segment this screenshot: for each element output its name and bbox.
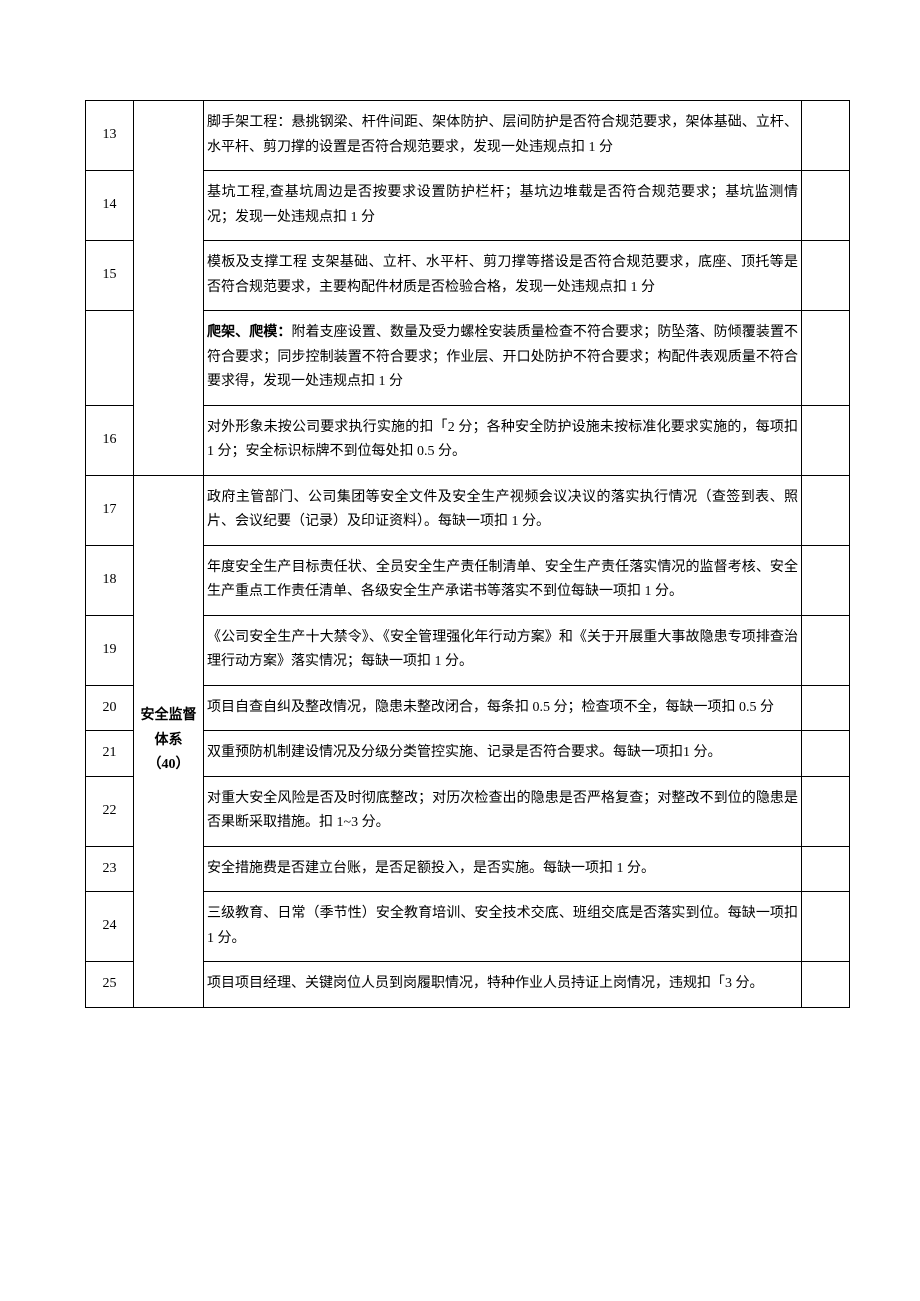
empty-cell bbox=[802, 685, 850, 731]
row-number: 19 bbox=[86, 615, 134, 685]
description-cell: 模板及支撑工程 支架基础、立杆、水平杆、剪刀撑等搭设是否符合规范要求，底座、顶托… bbox=[204, 241, 802, 311]
description-cell: 脚手架工程：悬挑钢梁、杆件间距、架体防护、层间防护是否符合规范要求，架体基础、立… bbox=[204, 101, 802, 171]
empty-cell bbox=[802, 615, 850, 685]
description-cell: 爬架、爬模：附着支座设置、数量及受力螺栓安装质量检查不符合要求；防坠落、防倾覆装… bbox=[204, 311, 802, 406]
empty-cell bbox=[802, 776, 850, 846]
description-cell: 年度安全生产目标责任状、全员安全生产责任制清单、安全生产责任落实情况的监督考核、… bbox=[204, 545, 802, 615]
description-cell: 对重大安全风险是否及时彻底整改；对历次检查出的隐患是否严格复查；对整改不到位的隐… bbox=[204, 776, 802, 846]
empty-cell bbox=[802, 892, 850, 962]
description-cell: 对外形象未按公司要求执行实施的扣「2 分；各种安全防护设施未按标准化要求实施的，… bbox=[204, 405, 802, 475]
row-number: 21 bbox=[86, 731, 134, 777]
description-cell: 《公司安全生产十大禁令》、《安全管理强化年行动方案》和《关于开展重大事故隐患专项… bbox=[204, 615, 802, 685]
row-number: 16 bbox=[86, 405, 134, 475]
empty-cell bbox=[802, 405, 850, 475]
row-number: 15 bbox=[86, 241, 134, 311]
empty-cell bbox=[802, 475, 850, 545]
row-number: 24 bbox=[86, 892, 134, 962]
row-number: 17 bbox=[86, 475, 134, 545]
empty-cell bbox=[802, 101, 850, 171]
category-cell bbox=[134, 101, 204, 476]
empty-cell bbox=[802, 962, 850, 1008]
desc-text: 附着支座设置、数量及受力螺栓安装质量检查不符合要求；防坠落、防倾覆装置不符合要求… bbox=[207, 325, 798, 389]
empty-cell bbox=[802, 731, 850, 777]
description-cell: 三级教育、日常（季节性）安全教育培训、安全技术交底、班组交底是否落实到位。每缺一… bbox=[204, 892, 802, 962]
description-cell: 双重预防机制建设情况及分级分类管控实施、记录是否符合要求。每缺一项扣1 分。 bbox=[204, 731, 802, 777]
row-number: 18 bbox=[86, 545, 134, 615]
empty-cell bbox=[802, 241, 850, 311]
row-number: 23 bbox=[86, 846, 134, 892]
description-cell: 项目自查自纠及整改情况，隐患未整改闭合，每条扣 0.5 分；检查项不全，每缺一项… bbox=[204, 685, 802, 731]
description-cell: 项目项目经理、关键岗位人员到岗履职情况，特种作业人员持证上岗情况，违规扣「3 分… bbox=[204, 962, 802, 1008]
desc-prefix: 爬架、爬模： bbox=[207, 325, 291, 340]
row-number: 20 bbox=[86, 685, 134, 731]
description-cell: 政府主管部门、公司集团等安全文件及安全生产视频会议决议的落实执行情况（查签到表、… bbox=[204, 475, 802, 545]
table-row: 17安全监督体系（40）政府主管部门、公司集团等安全文件及安全生产视频会议决议的… bbox=[86, 475, 850, 545]
row-number: 25 bbox=[86, 962, 134, 1008]
table-row: 13 脚手架工程：悬挑钢梁、杆件间距、架体防护、层间防护是否符合规范要求，架体基础… bbox=[86, 101, 850, 171]
row-number: 14 bbox=[86, 171, 134, 241]
empty-cell bbox=[802, 545, 850, 615]
description-cell: 安全措施费是否建立台账，是否足额投入，是否实施。每缺一项扣 1 分。 bbox=[204, 846, 802, 892]
empty-cell bbox=[802, 171, 850, 241]
inspection-table: 13 脚手架工程：悬挑钢梁、杆件间距、架体防护、层间防护是否符合规范要求，架体基础… bbox=[85, 100, 850, 1008]
row-number bbox=[86, 311, 134, 406]
empty-cell bbox=[802, 846, 850, 892]
row-number: 13 bbox=[86, 101, 134, 171]
category-cell: 安全监督体系（40） bbox=[134, 475, 204, 1007]
row-number: 22 bbox=[86, 776, 134, 846]
description-cell: 基坑工程,查基坑周边是否按要求设置防护栏杆；基坑边堆载是否符合规范要求；基坑监测… bbox=[204, 171, 802, 241]
empty-cell bbox=[802, 311, 850, 406]
